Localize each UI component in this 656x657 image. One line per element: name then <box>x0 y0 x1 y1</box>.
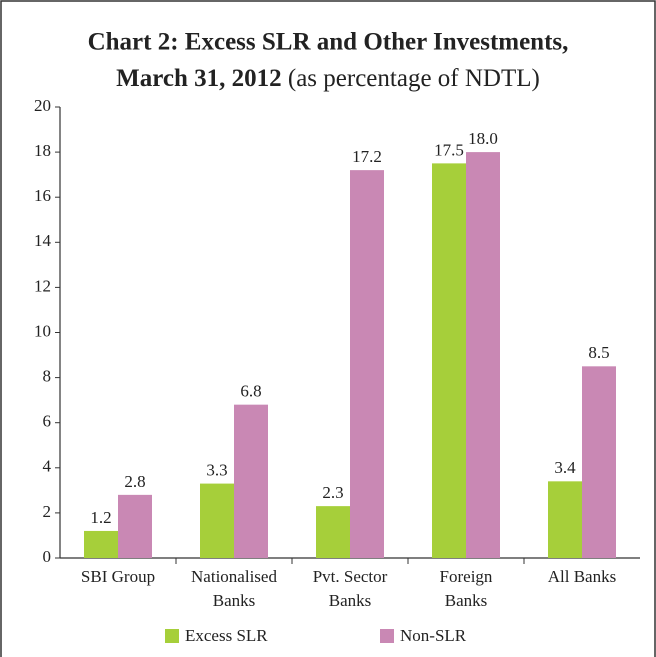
bar <box>432 163 466 558</box>
data-label: 17.2 <box>352 147 382 166</box>
data-label: 1.2 <box>90 508 111 527</box>
y-tick-label: 0 <box>43 547 52 566</box>
x-tick-label: Banks <box>329 591 372 610</box>
bar <box>84 530 118 558</box>
data-label: 17.5 <box>434 140 464 159</box>
bar <box>548 481 582 558</box>
data-label: 3.3 <box>206 460 227 479</box>
chart-title-line: March 31, 2012 <box>116 65 282 92</box>
y-tick-label: 4 <box>43 457 52 476</box>
y-tick-label: 6 <box>43 412 52 431</box>
legend-label: Excess SLR <box>185 626 268 645</box>
y-tick-label: 20 <box>34 96 51 115</box>
data-label: 18.0 <box>468 129 498 148</box>
chart-title: Chart 2: Excess SLR and Other Investment… <box>88 29 569 56</box>
y-tick-label: 8 <box>43 367 52 386</box>
bar <box>350 170 384 558</box>
x-tick-label: All Banks <box>548 567 616 586</box>
bar <box>200 483 234 558</box>
x-tick-label: Foreign <box>440 567 493 586</box>
chart-subtitle: (as percentage of NDTL) <box>288 65 540 92</box>
legend-label: Non-SLR <box>400 626 467 645</box>
data-label: 2.8 <box>124 472 145 491</box>
bar <box>466 152 500 558</box>
data-label: 3.4 <box>554 458 576 477</box>
x-tick-label: SBI Group <box>81 567 155 586</box>
y-tick-label: 2 <box>43 502 52 521</box>
chart-title: March 31, 2012 (as percentage of NDTL) <box>116 65 540 92</box>
data-label: 2.3 <box>322 483 343 502</box>
y-tick-label: 12 <box>34 276 51 295</box>
y-tick-label: 18 <box>34 141 51 160</box>
x-tick-label: Banks <box>445 591 488 610</box>
x-tick-label: Pvt. Sector <box>313 567 388 586</box>
data-label: 8.5 <box>588 343 609 362</box>
legend-swatch <box>165 629 179 643</box>
bar <box>582 366 616 558</box>
y-tick-label: 16 <box>34 186 51 205</box>
x-tick-label: Banks <box>213 591 256 610</box>
legend-swatch <box>380 629 394 643</box>
data-label: 6.8 <box>240 382 261 401</box>
y-tick-label: 10 <box>34 321 51 340</box>
bar <box>118 494 152 558</box>
bar <box>316 506 350 558</box>
bar <box>234 404 268 558</box>
y-tick-label: 14 <box>34 231 52 250</box>
x-tick-label: Nationalised <box>191 567 277 586</box>
